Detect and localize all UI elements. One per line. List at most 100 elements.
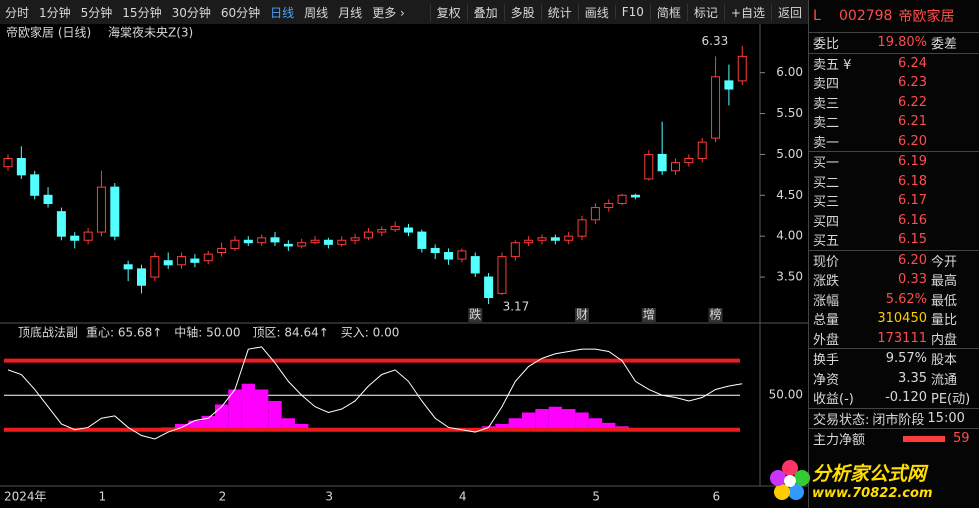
flow-label: 主力净额 xyxy=(813,433,866,449)
ratio-row-cell: 委差 xyxy=(931,37,958,53)
tool-button[interactable]: 画线 xyxy=(577,3,615,21)
period-tab[interactable]: 15分钟 xyxy=(122,5,162,20)
watermark-text: 分析家公式网 www.70822.com xyxy=(812,459,933,501)
candle-body xyxy=(737,55,747,82)
histogram-bar xyxy=(535,409,549,430)
stat-row-cell: 173111 xyxy=(877,330,927,346)
stat-row-cell: 今开 xyxy=(931,254,958,270)
histogram-bar xyxy=(521,412,536,430)
book-row-cell: 6.19 xyxy=(898,154,927,170)
candle-body xyxy=(70,235,80,241)
flow-value: 59 xyxy=(953,431,970,447)
stat-row: 涨跌 0.33 最高 xyxy=(809,270,979,290)
tool-button[interactable]: 简框 xyxy=(649,3,687,21)
event-badge xyxy=(575,308,590,322)
toolbar: 分时 1分钟 5分钟 15分钟 30分钟 60分钟 日线 周线 月线 更多 › 复权 叠加 多股 统计画… xyxy=(0,0,808,25)
histogram-bar xyxy=(201,415,215,430)
tool-button[interactable]: 叠加 xyxy=(466,3,504,21)
period-tab[interactable]: 月线 xyxy=(338,5,363,20)
stat-row-cell: 3.35 xyxy=(898,370,927,386)
petal xyxy=(774,484,790,500)
watermark-title: 分析家公式网 xyxy=(812,463,927,485)
stat-row-cell: 收益(-) xyxy=(813,392,854,408)
ratio-row: 委比 19.80% 委差 xyxy=(809,32,979,53)
tool-button[interactable]: 返回 xyxy=(770,3,808,21)
histogram-bar xyxy=(188,420,202,430)
legend-item: 重心: 65.68↑ xyxy=(86,326,162,340)
y-tick-label: 5.00 xyxy=(776,147,803,161)
book-row-cell: 6.18 xyxy=(898,173,927,189)
candle-body xyxy=(630,194,640,198)
stat-row-cell: -0.120 xyxy=(885,390,927,406)
stat-row-cell: 内盘 xyxy=(931,332,958,348)
x-tick-label: 1 xyxy=(98,490,106,504)
period-tab[interactable]: 更多 › xyxy=(372,5,405,20)
period-tab[interactable]: 1分钟 xyxy=(39,5,71,20)
stat-row: 涨幅 5.62% 最低 xyxy=(809,290,979,310)
candle-body xyxy=(190,258,200,263)
tool-button[interactable]: 统计 xyxy=(540,3,578,21)
period-tab[interactable]: 5分钟 xyxy=(80,5,113,20)
stat-row: 总量 310450 量比 xyxy=(809,309,979,329)
stat-row-cell: 5.62% xyxy=(885,291,927,307)
candle-body xyxy=(96,186,106,233)
book-row-cell: 6.17 xyxy=(898,193,927,209)
book-row-cell: 6.23 xyxy=(898,75,927,91)
candle-body xyxy=(684,158,694,164)
stock-code: 002798 xyxy=(839,8,893,24)
candle-body xyxy=(644,153,654,180)
x-tick-label: 2 xyxy=(219,490,227,504)
tool-button[interactable]: 标记 xyxy=(686,3,724,21)
x-tick-label: 6 xyxy=(713,490,721,504)
stock-name: 帝欧家居 xyxy=(898,9,955,25)
candle-body xyxy=(617,194,627,204)
event-badge xyxy=(708,308,723,322)
tool-button[interactable]: 复权 xyxy=(429,3,467,21)
candle-body xyxy=(323,239,333,245)
candle-body xyxy=(711,76,721,139)
candle-body xyxy=(550,237,560,241)
book-row-cell: 卖四 xyxy=(813,77,840,93)
candle-body xyxy=(30,174,40,196)
histogram-bar xyxy=(575,412,589,430)
legend-item: 买入: 0.00 xyxy=(341,326,400,340)
book-row-cell: 卖二 xyxy=(813,116,840,132)
stat-row-cell: 0.33 xyxy=(898,272,927,288)
petal xyxy=(782,460,798,476)
histogram-bar xyxy=(495,423,509,430)
period-tab[interactable]: 日线 xyxy=(270,5,295,20)
histogram-bar xyxy=(254,389,269,430)
indicator-name: 海棠夜未央Z(3) xyxy=(108,25,193,40)
candle-body xyxy=(297,242,307,247)
period-tab[interactable]: 分时 xyxy=(5,5,30,20)
stat-row-cell: 总量 xyxy=(813,313,840,329)
legend-item: 中轴: 50.00 xyxy=(174,325,240,340)
chart-area: 帝欧家居 (日线) 海棠夜未央Z(3) 顶底战法副 3.50 4.00 4.50 5.… xyxy=(0,24,808,508)
stat-row-cell: 涨幅 xyxy=(813,293,840,309)
event-label: 跌 xyxy=(469,307,481,322)
period-tab[interactable]: 周线 xyxy=(304,5,329,20)
book-row-cell: 买五 xyxy=(813,234,840,250)
candle-body xyxy=(657,153,667,172)
annotation: 6.33 xyxy=(702,34,729,48)
period-tab[interactable]: 60分钟 xyxy=(220,5,261,20)
tool-button[interactable]: +自选 xyxy=(723,3,771,21)
x-tick-label: 5 xyxy=(592,490,600,504)
book-row-cell: 买三 xyxy=(813,195,840,211)
y-tick-label: 3.50 xyxy=(776,270,803,284)
book-row-cell: 6.21 xyxy=(898,114,927,130)
candle-body xyxy=(270,237,280,243)
tool-button[interactable]: F10 xyxy=(614,5,650,19)
y-tick-label: 4.00 xyxy=(776,229,803,243)
candle-body xyxy=(310,239,320,244)
candle-body xyxy=(470,256,480,274)
book-row: 卖三 6.22 xyxy=(809,93,979,113)
period-tab[interactable]: 30分钟 xyxy=(171,5,211,20)
histogram-bar xyxy=(508,418,522,430)
candle-body xyxy=(444,252,454,260)
histogram-bar xyxy=(174,423,189,430)
book-row: 卖四 6.23 xyxy=(809,73,979,93)
tool-button[interactable]: 多股 xyxy=(503,3,541,21)
book-row: 卖五 ¥ 6.24 xyxy=(809,52,979,74)
